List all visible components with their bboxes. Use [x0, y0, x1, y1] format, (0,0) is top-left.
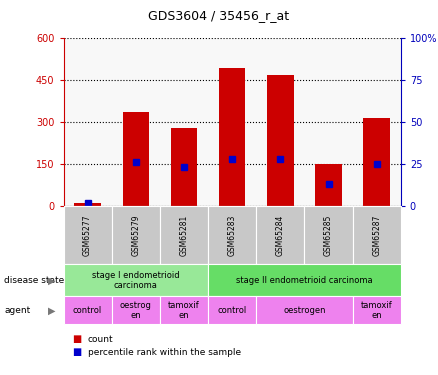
Text: tamoxif
en: tamoxif en [361, 301, 392, 320]
Text: control: control [218, 306, 247, 315]
Bar [267, 75, 293, 206]
Text: oestrogen: oestrogen [283, 306, 326, 315]
Bar [160, 296, 208, 324]
Bar [353, 296, 401, 324]
Text: ▶: ▶ [48, 305, 56, 315]
Bar [64, 264, 208, 296]
Text: GSM65285: GSM65285 [324, 214, 333, 256]
Bar [256, 206, 304, 264]
Bar [208, 206, 256, 264]
Text: GSM65281: GSM65281 [180, 214, 188, 256]
Bar [315, 164, 342, 206]
Text: GSM65277: GSM65277 [83, 214, 92, 256]
Bar [123, 112, 149, 206]
Bar [353, 206, 401, 264]
Text: count: count [88, 335, 113, 344]
Text: stage II endometrioid carcinoma: stage II endometrioid carcinoma [236, 276, 373, 285]
Text: stage I endometrioid
carcinoma: stage I endometrioid carcinoma [92, 271, 180, 290]
Text: GSM65283: GSM65283 [228, 214, 237, 256]
Text: tamoxif
en: tamoxif en [168, 301, 200, 320]
Bar [64, 206, 112, 264]
Text: GSM65287: GSM65287 [372, 214, 381, 256]
Bar [219, 68, 245, 206]
Text: percentile rank within the sample: percentile rank within the sample [88, 348, 241, 357]
Bar [208, 296, 256, 324]
Text: GDS3604 / 35456_r_at: GDS3604 / 35456_r_at [148, 9, 290, 22]
Text: ▶: ▶ [48, 275, 56, 285]
Bar [304, 206, 353, 264]
Text: control: control [73, 306, 102, 315]
Bar [112, 296, 160, 324]
Text: ■: ■ [72, 334, 81, 344]
Text: oestrog
en: oestrog en [120, 301, 152, 320]
Bar [208, 264, 401, 296]
Bar [74, 203, 101, 206]
Text: agent: agent [4, 306, 31, 315]
Text: disease state: disease state [4, 276, 65, 285]
Bar [256, 296, 353, 324]
Text: GSM65279: GSM65279 [131, 214, 140, 256]
Text: GSM65284: GSM65284 [276, 214, 285, 256]
Bar [112, 206, 160, 264]
Bar [160, 206, 208, 264]
Bar [64, 296, 112, 324]
Bar [171, 128, 197, 206]
Bar [364, 118, 390, 206]
Text: ■: ■ [72, 348, 81, 357]
